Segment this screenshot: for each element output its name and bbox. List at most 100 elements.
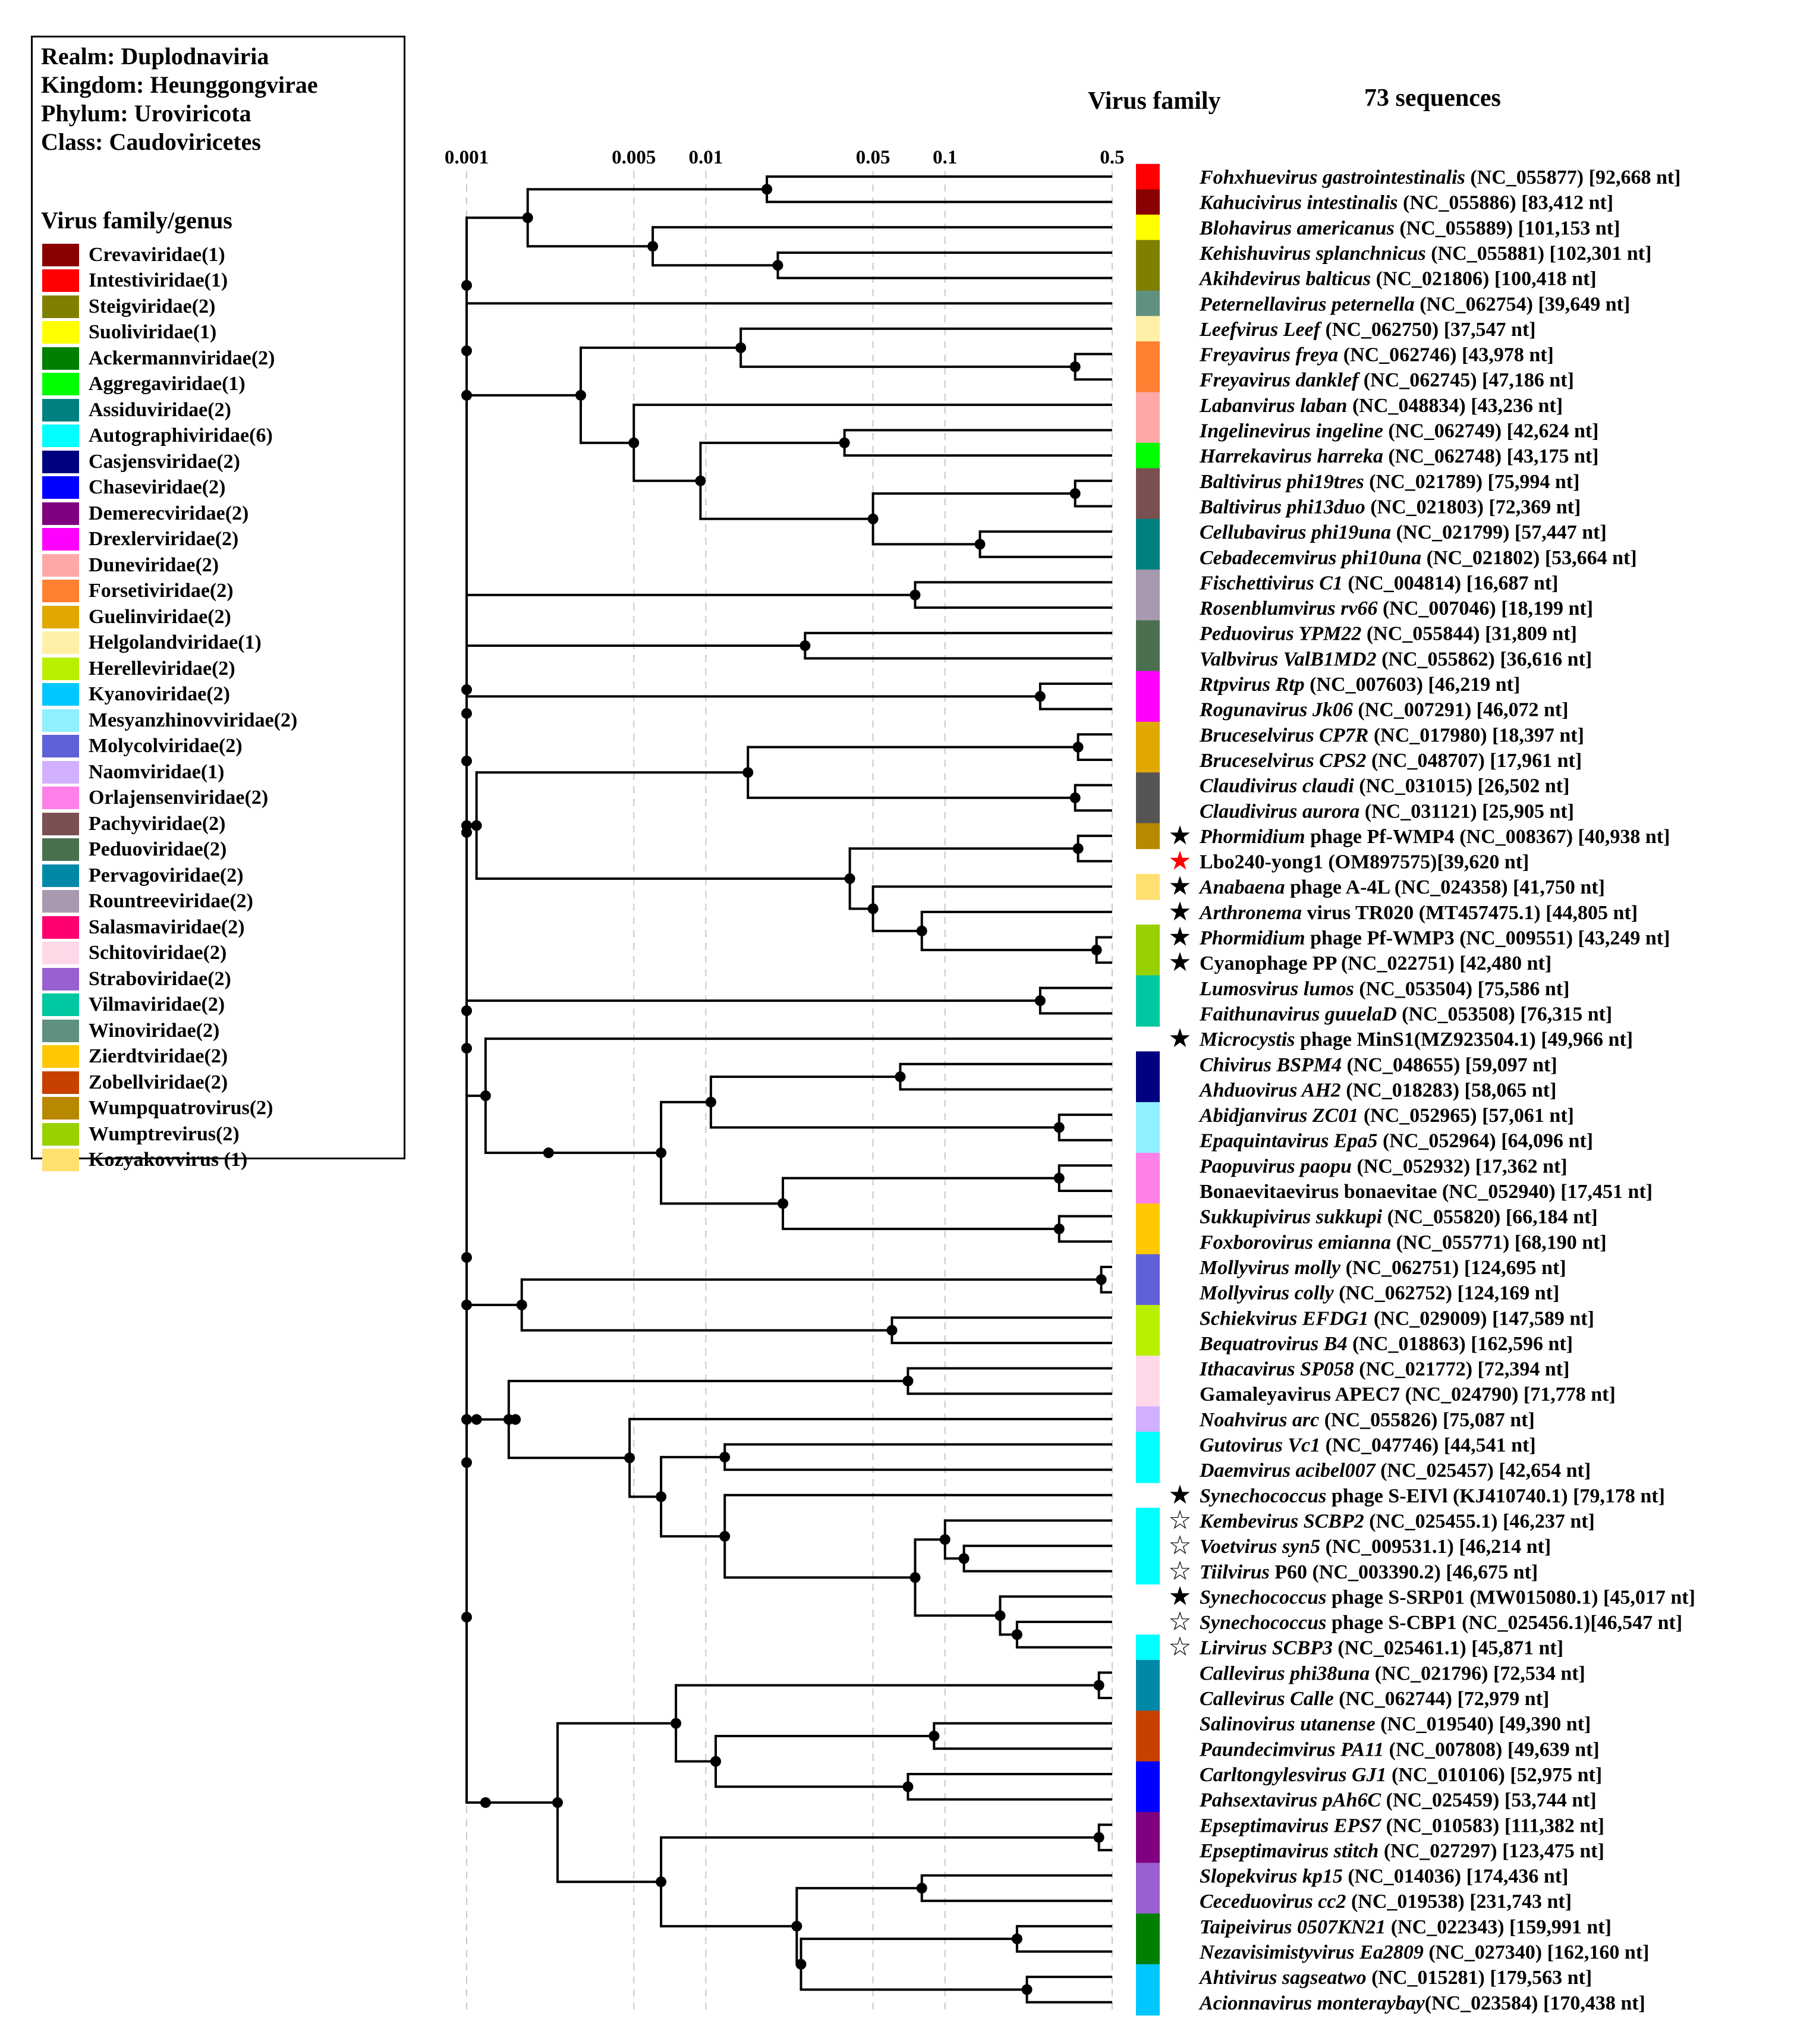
tip-accession: (NC_062754) [39,649 nt] xyxy=(1415,293,1631,315)
legend-swatch xyxy=(42,1019,79,1042)
tree-node-dot xyxy=(867,513,879,524)
family-color-cell xyxy=(1136,1051,1160,1078)
tip-taxon-name: Rogunavirus Jk06 xyxy=(1199,699,1353,721)
legend-swatch xyxy=(42,916,79,939)
tree-node-dot xyxy=(1011,1933,1022,1945)
tree-node-dot xyxy=(791,1920,802,1932)
family-color-cell xyxy=(1136,1761,1160,1788)
tip-label: Labanvirus laban (NC_048834) [43,236 nt] xyxy=(1199,395,1563,417)
tip-taxon-name: Baltivirus phi13duo xyxy=(1199,496,1365,518)
tip-label: Phormidium phage Pf-WMP4 (NC_008367) [40… xyxy=(1199,826,1670,848)
tip-label: Ahtivirus sagseatwo (NC_015281) [179,563… xyxy=(1198,1967,1592,1989)
tip-label: Anabaena phage A-4L (NC_024358) [41,750 … xyxy=(1198,876,1605,898)
family-color-cell xyxy=(1136,1508,1160,1534)
tip-accession: (NC_027297) [123,475 nt] xyxy=(1378,1840,1604,1862)
tip-accession: (NC_021803) [72,369 nt] xyxy=(1365,496,1581,518)
legend-item: Wumpquatrovirus(2) xyxy=(42,1096,273,1121)
tip-label: Daemvirus acibel007 (NC_025457) [42,654 … xyxy=(1199,1460,1591,1482)
tree-node-dot xyxy=(471,1414,482,1425)
family-color-cell xyxy=(1136,1533,1160,1559)
legend-item: Duneviridae(2) xyxy=(42,552,219,578)
tip-accession: virus TR020 (MT457475.1) [44,805 nt] xyxy=(1302,902,1638,924)
tip-label: Synechococcus phage S-EIVl (KJ410740.1) … xyxy=(1200,1485,1665,1507)
tree-node-dot xyxy=(1091,944,1102,955)
family-color-cell xyxy=(1136,1406,1160,1433)
tree-node-dot xyxy=(939,1534,950,1545)
tip-label: Paopuvirus paopu (NC_052932) [17,362 nt] xyxy=(1199,1155,1568,1177)
tree-node-dot xyxy=(742,767,754,778)
tree-node-dot xyxy=(974,539,986,550)
legend-label: Vilmaviridae(2) xyxy=(89,993,225,1015)
tree-node-dot xyxy=(1072,843,1084,854)
tree-node-dot xyxy=(695,475,706,486)
family-color-cell xyxy=(1136,1457,1160,1483)
tip-taxon-name: Mollyvirus colly xyxy=(1199,1282,1335,1304)
tip-taxon-name: Rosenblumvirus rv66 xyxy=(1199,598,1377,620)
tip-label: Cellubavirus phi19una (NC_021799) [57,44… xyxy=(1200,521,1607,543)
tip-taxon-name: Fischettivirus C1 xyxy=(1199,572,1343,594)
tip-accession: (NC_015281) [179,563 nt] xyxy=(1367,1967,1592,1989)
legend-item: Vilmaviridae(2) xyxy=(42,992,225,1018)
tip-label: Claudivirus aurora (NC_031121) [25,905 n… xyxy=(1200,800,1574,822)
tree-node-dot xyxy=(461,1457,472,1468)
legend-swatch xyxy=(42,450,79,473)
tip-accession: phage A-4L (NC_024358) [41,750 nt] xyxy=(1285,876,1605,898)
tip-accession: (NC_052964) [64,096 nt] xyxy=(1377,1130,1593,1152)
tip-taxon-name: Baltivirus phi19tres xyxy=(1199,471,1364,493)
tree-node-dot xyxy=(624,1452,635,1464)
tree-node-dot xyxy=(628,437,640,448)
tip-accession: (NC_055862) [36,616 nt] xyxy=(1377,648,1592,670)
tip-accession: (NC_025459) [53,744 nt] xyxy=(1381,1790,1597,1812)
legend-swatch xyxy=(42,347,79,370)
tree-node-dot xyxy=(1011,1629,1022,1640)
tip-label: Microcystis phage MinS1(MZ923504.1) [49,… xyxy=(1199,1029,1633,1051)
tree-node-dot xyxy=(461,827,472,838)
tip-taxon-name: Foxborovirus emianna xyxy=(1199,1231,1391,1253)
scale-tick-label: 0.5 xyxy=(1100,147,1124,168)
family-color-cell xyxy=(1136,518,1160,545)
tip-accession: (NC_048834) [43,236 nt] xyxy=(1347,395,1563,417)
tip-label: Lbo240-yong1 (OM897575)[39,620 nt] xyxy=(1200,851,1529,873)
tip-taxon-name: Lirvirus SCBP3 xyxy=(1199,1637,1333,1659)
tip-accession: (NC_062744) [72,979 nt] xyxy=(1334,1688,1550,1710)
tree-node-dot xyxy=(772,260,783,271)
legend-label: Pachyviridae(2) xyxy=(89,812,226,835)
tip-accession: (NC_022343) [159,991 nt] xyxy=(1386,1916,1612,1938)
tree-node-dot xyxy=(1093,1680,1104,1691)
tip-accession: (NC_009531.1) [46,214 nt] xyxy=(1320,1536,1551,1558)
tip-accession: (NC_055881) [102,301 nt] xyxy=(1426,243,1652,265)
legend-swatch xyxy=(42,942,79,964)
tip-taxon-name: Ahduovirus AH2 xyxy=(1198,1079,1341,1101)
tip-label: Phormidium phage Pf-WMP3 (NC_009551) [43… xyxy=(1199,927,1670,949)
tip-accession: (NC_055886) [83,412 nt] xyxy=(1398,192,1614,214)
virus-family-header: Virus family xyxy=(1088,87,1221,115)
tip-taxon-name: Synechococcus xyxy=(1200,1485,1326,1507)
family-color-cell xyxy=(1136,366,1160,393)
tip-taxon-name: Microcystis xyxy=(1199,1029,1295,1051)
legend-box: Realm: Duplodnaviria Kingdom: Heunggongvi… xyxy=(31,36,405,1171)
tree-node-dot xyxy=(543,1147,554,1159)
legend-item: Forsetiviridae(2) xyxy=(42,578,234,604)
legend-swatch xyxy=(42,1149,79,1171)
legend-item: Demerecviridae(2) xyxy=(42,501,248,526)
family-color-cell xyxy=(1136,823,1160,850)
tree-node-dot xyxy=(1069,361,1081,372)
tip-label: Epseptimavirus stitch (NC_027297) [123,4… xyxy=(1199,1840,1604,1862)
tip-accession: (NC_025457) [42,654 nt] xyxy=(1376,1460,1591,1482)
tip-label: Ingelinevirus ingeline (NC_062749) [42,6… xyxy=(1199,420,1599,442)
tip-taxon-name: Bruceselvirus CPS2 xyxy=(1199,750,1367,772)
family-color-cell xyxy=(1136,671,1160,697)
family-color-cell xyxy=(1136,240,1160,266)
tip-taxon-name: Gutovirus Vc1 xyxy=(1200,1435,1320,1457)
tip-label: Lirvirus SCBP3 (NC_025461.1) [45,871 nt] xyxy=(1199,1637,1563,1659)
family-color-cell xyxy=(1136,1685,1160,1712)
tip-accession: (NC_062746) [43,978 nt] xyxy=(1338,344,1554,366)
tip-taxon-name: Bruceselvirus CP7R xyxy=(1199,724,1368,746)
tree-node-dot xyxy=(552,1797,563,1808)
tip-label: Freyavirus danklef (NC_062745) [47,186 n… xyxy=(1199,369,1574,391)
tip-label: Acionnavirus monteraybay(NC_023584) [170… xyxy=(1198,1992,1645,2014)
tip-taxon-name: Carltongylesvirus GJ1 xyxy=(1200,1764,1387,1786)
tip-label: Harrekavirus harreka (NC_062748) [43,175… xyxy=(1199,445,1599,467)
legend-item: Pachyviridae(2) xyxy=(42,811,225,837)
